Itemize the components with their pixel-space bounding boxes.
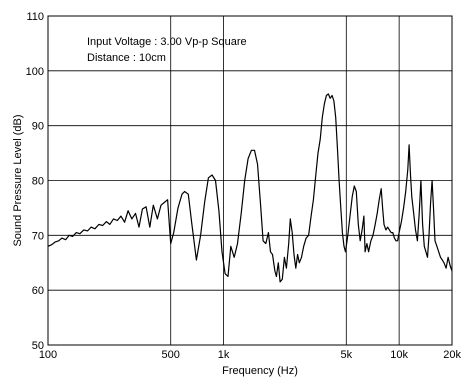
y-axis-ticks: 50 60 70 80 90 100 110 xyxy=(26,11,44,352)
y-tick-label: 90 xyxy=(32,121,44,133)
annotation-input-voltage: Input Voltage : 3.00 Vp-p Square xyxy=(87,36,247,48)
y-axis-label: Sound Pressure Level (dB) xyxy=(12,114,24,246)
y-tick-label: 100 xyxy=(26,66,44,78)
y-tick-label: 80 xyxy=(32,176,44,188)
annotation-distance: Distance : 10cm xyxy=(87,52,166,64)
grid xyxy=(48,16,452,345)
x-tick-label: 10k xyxy=(390,349,408,361)
x-axis-ticks: 100 500 1k 5k 10k 20k xyxy=(39,349,462,361)
x-tick-label: 500 xyxy=(162,349,180,361)
plot-frame xyxy=(47,15,453,346)
y-tick-label: 60 xyxy=(32,285,44,297)
y-tick-label: 50 xyxy=(32,340,44,352)
x-tick-label: 1k xyxy=(218,349,230,361)
x-tick-label: 5k xyxy=(340,349,352,361)
y-tick-label: 70 xyxy=(32,230,44,242)
y-tick-label: 110 xyxy=(26,11,44,23)
series-line xyxy=(47,93,453,283)
x-tick-label: 100 xyxy=(39,349,57,361)
x-axis-label: Frequency (Hz) xyxy=(222,365,298,377)
x-tick-label: 20k xyxy=(443,349,461,361)
